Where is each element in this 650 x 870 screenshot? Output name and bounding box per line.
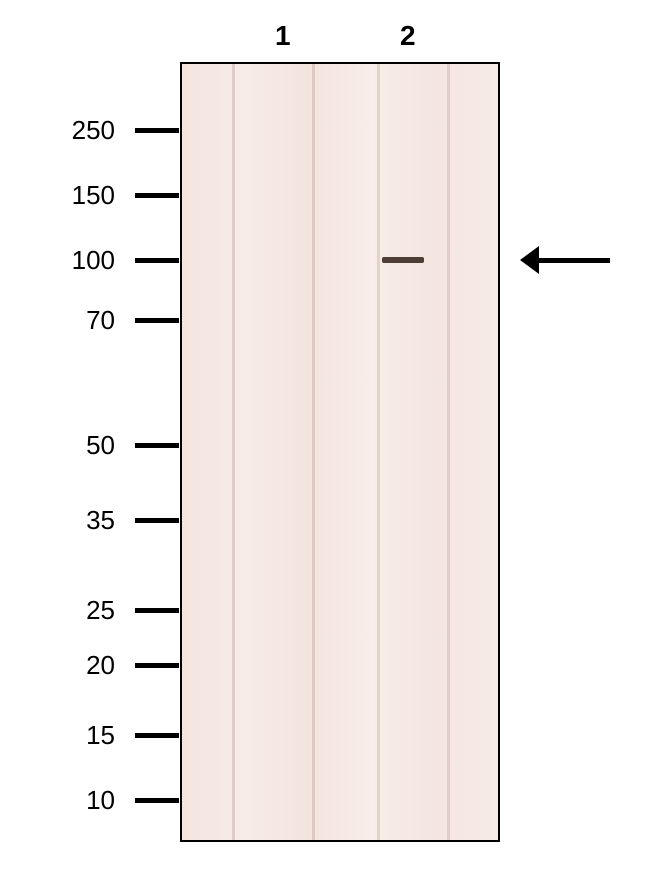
lane-streak: [232, 64, 235, 840]
mw-value: 70: [86, 305, 115, 335]
lane-label-1: 1: [275, 20, 291, 52]
mw-value: 25: [86, 595, 115, 625]
mw-value: 150: [72, 180, 115, 210]
lane-streak: [312, 64, 315, 840]
mw-marker: 35: [0, 505, 115, 536]
lane-label-text: 1: [275, 20, 291, 51]
lane-label-2: 2: [400, 20, 416, 52]
mw-value: 35: [86, 505, 115, 535]
mw-tick: [135, 663, 179, 668]
mw-marker: 70: [0, 305, 115, 336]
mw-marker: 250: [0, 115, 115, 146]
mw-value: 100: [72, 245, 115, 275]
mw-marker: 50: [0, 430, 115, 461]
mw-tick: [135, 798, 179, 803]
blot-figure: 1 2 250 150 100 70 50 35 25 20 15 10: [0, 0, 650, 870]
mw-marker: 15: [0, 720, 115, 751]
mw-value: 15: [86, 720, 115, 750]
mw-value: 50: [86, 430, 115, 460]
lane-label-text: 2: [400, 20, 416, 51]
mw-marker: 10: [0, 785, 115, 816]
mw-tick: [135, 193, 179, 198]
mw-marker: 100: [0, 245, 115, 276]
mw-marker: 20: [0, 650, 115, 681]
lane-streak: [447, 64, 450, 840]
mw-tick: [135, 443, 179, 448]
mw-tick: [135, 128, 179, 133]
protein-band: [382, 257, 424, 263]
lane-streak: [377, 64, 380, 840]
mw-tick: [135, 608, 179, 613]
mw-value: 10: [86, 785, 115, 815]
mw-marker: 150: [0, 180, 115, 211]
mw-tick: [135, 518, 179, 523]
mw-tick: [135, 258, 179, 263]
arrow-line: [534, 258, 610, 263]
mw-tick: [135, 733, 179, 738]
mw-marker: 25: [0, 595, 115, 626]
arrow-head-icon: [520, 246, 539, 274]
blot-membrane: [180, 62, 500, 842]
mw-value: 250: [72, 115, 115, 145]
mw-value: 20: [86, 650, 115, 680]
mw-tick: [135, 318, 179, 323]
